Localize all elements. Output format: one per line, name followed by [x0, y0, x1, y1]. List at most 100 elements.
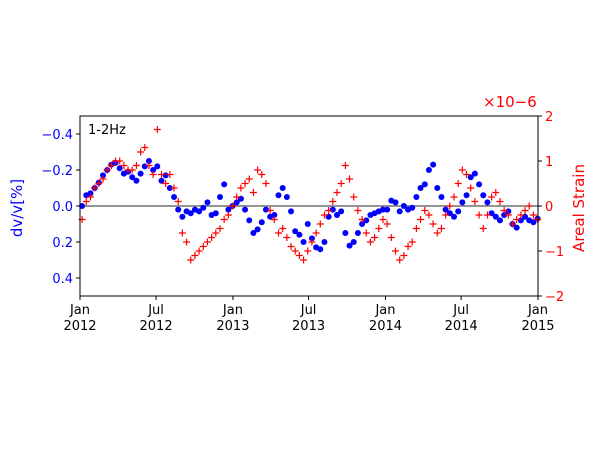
strain-point: [421, 207, 429, 214]
strain-point: [132, 162, 140, 169]
strain-point: [333, 189, 341, 196]
dvv-point: [204, 199, 211, 206]
dvv-point: [216, 194, 223, 200]
strain-point: [103, 166, 111, 174]
strain-point: [262, 180, 270, 187]
dvv-point: [200, 204, 207, 211]
dvv-point: [283, 194, 290, 200]
strain-point: [492, 189, 500, 196]
strain-point: [446, 202, 454, 210]
strain-point: [258, 171, 266, 178]
dvv-point: [459, 199, 466, 206]
x-tick-label-year: 2012: [140, 319, 173, 334]
x-tick-label-month: Jul: [300, 303, 317, 318]
dvv-point: [221, 181, 228, 188]
dvv-point: [225, 206, 232, 213]
dvv-point: [350, 239, 357, 245]
strain-point: [216, 225, 224, 232]
dvv-point: [279, 185, 286, 191]
dvv-point: [384, 206, 391, 213]
dvv-point: [242, 206, 249, 213]
strain-point: [396, 256, 404, 264]
dvv-point: [329, 206, 336, 213]
strain-point: [237, 184, 245, 192]
strain-point: [233, 193, 241, 201]
dvv-point: [116, 165, 123, 172]
plot-frame: [79, 115, 539, 297]
strain-point: [153, 126, 161, 133]
x-tick-label-year: 2014: [369, 319, 402, 334]
strain-point: [107, 162, 115, 169]
strain-point: [162, 180, 170, 187]
strain-point: [91, 184, 99, 192]
strain-point: [283, 234, 291, 241]
strain-point: [137, 148, 145, 156]
strain-point: [166, 171, 174, 178]
dvv-point: [262, 206, 269, 213]
dvv-point: [158, 177, 165, 184]
dvv-point: [434, 185, 441, 191]
dvv-point: [442, 206, 449, 213]
right-tick-label: 2: [545, 110, 553, 125]
strain-point: [295, 252, 303, 259]
dvv-point: [480, 192, 487, 199]
dvv-point: [288, 208, 295, 215]
strain-point: [86, 193, 94, 201]
strain-point: [149, 171, 157, 178]
dvv-point: [233, 199, 240, 206]
strain-point: [525, 202, 533, 210]
dvv-point: [492, 213, 499, 220]
dvv-point: [530, 219, 537, 226]
dvv-point: [271, 212, 278, 218]
strain-point: [429, 220, 437, 228]
strain-point: [479, 225, 487, 232]
dvv-point: [476, 181, 483, 188]
left-tick-label: 0.4: [52, 272, 73, 287]
dvv-point: [150, 167, 157, 173]
strain-point: [245, 175, 253, 183]
dvv-point: [79, 203, 86, 209]
strain-point: [509, 220, 517, 228]
dvv-point: [451, 213, 458, 220]
x-tick-label-month: Jan: [69, 303, 90, 318]
strain-point: [529, 211, 537, 219]
dvv-point: [363, 217, 370, 224]
dvv-point: [250, 230, 257, 236]
strain-point: [128, 166, 136, 174]
dvv-point: [392, 199, 399, 206]
dvv-point: [137, 170, 144, 177]
x-tick-label-month: Jul: [452, 303, 469, 318]
strain-point: [475, 211, 483, 219]
strain-point: [120, 162, 128, 169]
strain-point: [371, 234, 379, 241]
strain-point: [513, 216, 521, 223]
dvv-point: [455, 208, 462, 215]
dvv-point: [254, 226, 261, 233]
dvv-point: [354, 230, 361, 236]
dvv-point: [179, 213, 186, 220]
strain-point: [383, 220, 391, 228]
strain-point: [308, 238, 316, 246]
strain-point: [325, 207, 333, 214]
x-tick-label-year: 2013: [216, 319, 249, 334]
dvv-point: [463, 192, 470, 199]
dvv-point: [417, 185, 424, 191]
right-tick-label: −2: [545, 290, 564, 305]
strain-point: [354, 207, 362, 214]
strain-point: [304, 247, 312, 255]
x-tick-label-month: Jan: [527, 303, 548, 318]
dvv-point: [513, 224, 520, 231]
strain-point: [329, 198, 337, 205]
strain-point: [425, 211, 433, 219]
strain-point: [95, 180, 103, 187]
right-tick-label: 1: [545, 155, 553, 170]
dvv-point: [484, 199, 491, 206]
dvv-point: [175, 206, 182, 213]
strain-point: [463, 171, 471, 178]
dvv-point: [317, 246, 324, 253]
dvv-point: [99, 172, 106, 179]
strain-point: [471, 198, 479, 205]
plot-layer: Jan2012Jul2012Jan2013Jul2013Jan2014Jul20…: [41, 110, 564, 334]
strain-point: [412, 225, 420, 232]
strain-point: [312, 229, 320, 237]
